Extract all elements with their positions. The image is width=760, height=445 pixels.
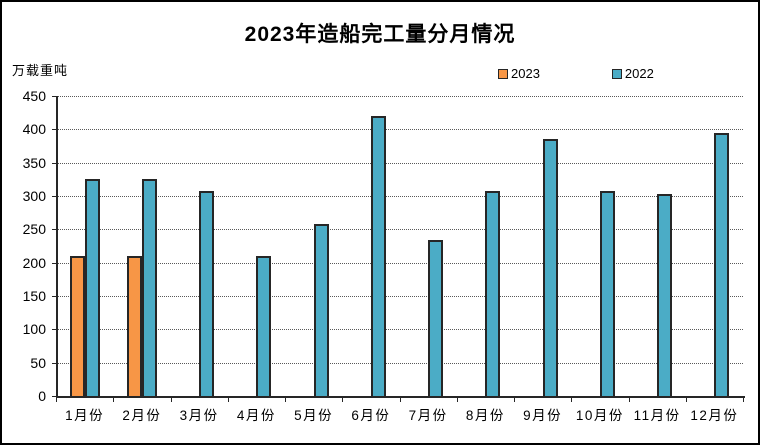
x-axis-tick-mark bbox=[628, 398, 630, 402]
y-axis-tick-mark bbox=[52, 196, 56, 197]
bar-2022-6月份 bbox=[370, 116, 386, 398]
gridline-400 bbox=[56, 129, 743, 131]
bar-2022-11月份 bbox=[657, 194, 673, 398]
legend-label-2022: 2022 bbox=[624, 66, 654, 81]
legend-item-2022: 2022 bbox=[611, 66, 654, 81]
gridline-100 bbox=[56, 329, 743, 331]
gridline-300 bbox=[56, 196, 743, 197]
x-axis-label-8月份: 8月份 bbox=[465, 408, 505, 423]
y-axis-tick-label: 200 bbox=[22, 254, 46, 271]
y-axis-tick-mark bbox=[52, 129, 56, 131]
gridline-350 bbox=[56, 162, 743, 164]
bar-2023-2月份 bbox=[126, 256, 142, 398]
bar-2022-3月份 bbox=[199, 191, 215, 398]
x-axis-tick-mark bbox=[571, 398, 573, 402]
y-axis-tick-label: 250 bbox=[22, 221, 46, 238]
bar-2022-5月份 bbox=[313, 224, 329, 398]
gridline-50 bbox=[56, 362, 743, 364]
y-axis-tick-mark bbox=[52, 262, 56, 264]
bar-2022-4月份 bbox=[256, 256, 272, 398]
y-axis-tick-label: 100 bbox=[22, 321, 46, 338]
y-axis-tick-label: 0 bbox=[38, 388, 46, 404]
bar-2022-1月份 bbox=[84, 178, 100, 398]
gridline-250 bbox=[56, 229, 743, 231]
bar-2022-8月份 bbox=[485, 190, 501, 398]
y-axis-tick-label: 350 bbox=[22, 154, 46, 171]
y-axis-tick-label: 300 bbox=[22, 188, 46, 204]
x-axis-tick-mark bbox=[170, 398, 172, 402]
y-axis-tick-label: 400 bbox=[22, 121, 46, 138]
bar-2022-12月份 bbox=[714, 133, 730, 398]
y-axis-tick-mark bbox=[52, 396, 56, 397]
x-axis-tick-mark bbox=[399, 398, 401, 402]
gridline-150 bbox=[56, 296, 743, 297]
y-axis-tick-label: 150 bbox=[22, 288, 46, 304]
x-axis-label-3月份: 3月份 bbox=[179, 408, 219, 423]
bar-2022-10月份 bbox=[599, 191, 615, 398]
bar-2022-7月份 bbox=[428, 240, 444, 398]
chart-title: 2023年造船完工量分月情况 bbox=[244, 23, 516, 46]
x-axis-tick-mark bbox=[685, 398, 687, 402]
y-axis-tick-label: 450 bbox=[22, 88, 46, 104]
x-axis-tick-mark bbox=[514, 398, 515, 402]
legend-swatch-2023 bbox=[498, 68, 508, 79]
y-axis-tick-mark bbox=[52, 96, 56, 97]
y-axis-line bbox=[56, 96, 58, 396]
y-axis-unit-label: 万载重吨 bbox=[12, 63, 69, 78]
x-axis-label-4月份: 4月份 bbox=[236, 408, 276, 423]
x-axis-label-12月份: 12月份 bbox=[690, 408, 739, 423]
x-axis-label-10月份: 10月份 bbox=[575, 408, 624, 423]
legend-item-2023: 2023 bbox=[498, 66, 540, 81]
x-axis-label-9月份: 9月份 bbox=[523, 408, 563, 423]
x-axis-tick-mark bbox=[227, 398, 229, 402]
bar-2022-2月份 bbox=[141, 178, 157, 398]
x-axis-tick-mark bbox=[56, 398, 57, 402]
y-axis-tick-label: 50 bbox=[30, 354, 46, 371]
x-axis-label-5月份: 5月份 bbox=[294, 408, 334, 423]
y-axis-tick-mark bbox=[52, 296, 56, 297]
gridline-200 bbox=[56, 262, 743, 264]
x-axis-tick-mark bbox=[285, 398, 286, 402]
legend: 2023 2022 bbox=[498, 66, 654, 81]
y-axis-tick-mark bbox=[52, 329, 56, 331]
gridline-450 bbox=[56, 96, 743, 97]
y-axis-tick-mark bbox=[52, 162, 56, 164]
x-axis-tick-mark bbox=[456, 398, 458, 402]
x-axis-label-11月份: 11月份 bbox=[633, 408, 681, 423]
bar-2023-1月份 bbox=[69, 256, 85, 398]
x-axis-label-7月份: 7月份 bbox=[408, 408, 448, 423]
y-axis-tick-mark bbox=[52, 229, 56, 231]
bar-2022-9月份 bbox=[542, 139, 558, 398]
x-axis-line bbox=[56, 396, 745, 398]
x-axis-tick-mark bbox=[342, 398, 344, 402]
y-axis-tick-mark bbox=[52, 362, 56, 364]
x-axis-label-1月份: 1月份 bbox=[65, 408, 105, 423]
x-axis-label-6月份: 6月份 bbox=[351, 408, 391, 423]
legend-swatch-2022 bbox=[611, 68, 622, 79]
x-axis-tick-mark bbox=[113, 398, 115, 402]
x-axis-label-2月份: 2月份 bbox=[122, 408, 162, 423]
legend-label-2023: 2023 bbox=[511, 66, 540, 81]
x-axis-tick-mark bbox=[743, 398, 744, 402]
